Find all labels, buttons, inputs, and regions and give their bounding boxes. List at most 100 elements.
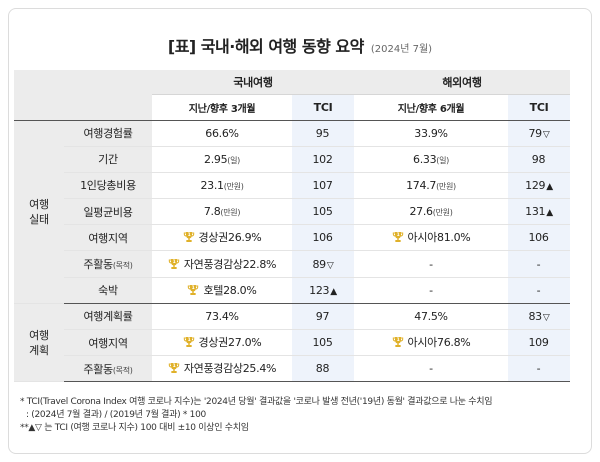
row-label: 여행지역 — [64, 224, 152, 252]
svg-text:1: 1 — [187, 337, 190, 343]
trophy-icon: 1 — [392, 231, 404, 243]
cell-domestic-value: 1 경상권27.0% — [152, 329, 292, 357]
header-row-1: 국내여행 해외여행 — [14, 70, 570, 121]
table-row: 주활동(목적) 1 자연풍경감상25.4% 88 - - — [14, 355, 570, 383]
row-label-text: 주활동 — [83, 258, 113, 272]
group-label-line: 계획 — [29, 343, 49, 357]
value-unit: (일) — [227, 155, 240, 165]
tci-value: 106 — [312, 231, 333, 245]
cell-domestic-value: 23.1(만원) — [152, 172, 292, 200]
cell-overseas-value: 6.33(일) — [354, 146, 508, 173]
cell-domestic-tci: 107 — [292, 172, 354, 200]
value-text: 아시아76.8% — [407, 336, 471, 350]
row-label-text: 기간 — [98, 153, 118, 167]
row-label-note: (목적) — [112, 365, 133, 375]
value-text: 174.7 — [406, 178, 437, 192]
group-label-line: 여행 — [29, 328, 49, 342]
footnote-formula: : (2024년 7월 결과) / (2019년 7월 결과) * 100 — [26, 410, 206, 420]
tci-value: 106 — [528, 231, 549, 245]
header-domestic-tci: TCI — [292, 94, 354, 121]
travel-summary-table: 국내여행 해외여행 지난/향후 3개월 TCI 지난/향후 6개월 TCI 여행… — [14, 70, 570, 383]
tci-value: 131 — [525, 205, 546, 219]
cell-overseas-tci: 98 — [508, 146, 570, 173]
row-label-text: 여행지역 — [88, 336, 128, 350]
tci-value: 107 — [312, 178, 333, 192]
cell-domestic-value: 2.95(일) — [152, 146, 292, 173]
tci-value: 88 — [315, 362, 330, 376]
cell-domestic-tci: 105 — [292, 198, 354, 226]
cell-overseas-value: 174.7(만원) — [354, 172, 508, 200]
group-travel-status: 여행 실태 — [14, 120, 64, 304]
header-domestic: 국내여행 — [152, 70, 354, 95]
cell-overseas-value: - — [354, 277, 508, 304]
row-label: 주활동(목적) — [64, 355, 152, 383]
header-corner — [14, 70, 152, 121]
cell-overseas-tci: 131▲ — [508, 198, 570, 226]
cell-domestic-value: 1 경상권26.9% — [152, 224, 292, 252]
trophy-icon: 1 — [183, 336, 195, 348]
value-text: 47.5% — [414, 309, 448, 323]
value-unit: (만원) — [436, 181, 456, 191]
table-row: 여행 계획 여행계획률 73.4% 97 47.5% 83▽ — [14, 303, 570, 383]
footnote-marks: **▲▽ 는 TCI (여행 코로나 지수) 100 대비 ±10 이상인 수치… — [20, 423, 249, 433]
tci-value: 129 — [525, 178, 546, 192]
header-domestic-period: 지난/향후 3개월 — [152, 94, 292, 121]
row-label-text: 숙박 — [98, 284, 118, 298]
table-row: 주활동(목적) 1 자연풍경감상22.8% 89▽ - - — [14, 250, 570, 278]
row-label-text: 여행경험률 — [83, 127, 133, 141]
svg-text:1: 1 — [172, 363, 175, 369]
row-label-text: 여행지역 — [88, 231, 128, 245]
cell-domestic-tci: 123▲ — [292, 277, 354, 304]
tci-value: - — [536, 257, 541, 271]
header-overseas-tci: TCI — [508, 94, 570, 121]
svg-text:1: 1 — [187, 232, 190, 238]
down-triangle-icon: ▽ — [326, 260, 334, 271]
tci-value: 123 — [309, 283, 330, 297]
svg-text:1: 1 — [396, 337, 399, 343]
header-overseas: 해외여행 — [354, 70, 570, 95]
table-row: 기간 2.95(일) 102 6.33(일) 98 — [14, 146, 570, 173]
table-row: 일평균비용 7.8(만원) 105 27.6(만원) 131▲ — [14, 198, 570, 226]
row-label: 여행경험률 — [64, 120, 152, 147]
header-row-2: 지난/향후 3개월 TCI 지난/향후 6개월 TCI — [14, 94, 570, 121]
value-text: 자연풍경감상25.4% — [183, 362, 277, 376]
value-text: 2.95 — [204, 152, 228, 166]
tci-value: 97 — [315, 309, 330, 323]
value-text: - — [429, 362, 433, 376]
row-label: 주활동(목적) — [64, 250, 152, 278]
cell-domestic-tci: 106 — [292, 224, 354, 252]
tci-value: 79 — [528, 126, 542, 140]
cell-overseas-value: - — [354, 355, 508, 383]
value-text: 66.6% — [205, 126, 239, 140]
cell-domestic-tci: 97 — [292, 303, 354, 331]
tci-value: - — [536, 283, 541, 297]
table-row: 숙박 1 호텔28.0% 123▲ - - — [14, 277, 570, 304]
trophy-icon: 1 — [168, 258, 180, 270]
row-label-text: 여행계획률 — [83, 310, 133, 324]
tci-value: 102 — [312, 152, 333, 166]
cell-domestic-tci: 105 — [292, 329, 354, 357]
table-row: 여행지역 1 경상권26.9% 106 1 아시아81.0% 106 — [14, 224, 570, 252]
cell-domestic-tci: 88 — [292, 355, 354, 383]
cell-overseas-value: 27.6(만원) — [354, 198, 508, 226]
up-triangle-icon: ▲ — [330, 286, 337, 297]
row-label: 일평균비용 — [64, 198, 152, 226]
group-label-line: 여행 — [29, 197, 49, 211]
value-text: 경상권26.9% — [198, 231, 262, 245]
cell-overseas-tci: 83▽ — [508, 303, 570, 331]
cell-overseas-tci: 129▲ — [508, 172, 570, 200]
value-text: 33.9% — [414, 126, 448, 140]
page-subtitle: (2024년 7월) — [370, 44, 433, 55]
row-label-note: (목적) — [112, 261, 133, 271]
cell-domestic-tci: 89▽ — [292, 250, 354, 278]
value-text: - — [429, 283, 433, 297]
value-text: 23.1 — [200, 178, 224, 192]
value-text: 아시아81.0% — [407, 231, 471, 245]
cell-domestic-value: 1 호텔28.0% — [152, 277, 292, 304]
row-label-text: 주활동 — [83, 362, 113, 376]
tci-value: 98 — [531, 152, 546, 166]
value-unit: (만원) — [432, 208, 453, 218]
value-text: 호텔28.0% — [203, 283, 257, 297]
row-label: 여행계획률 — [64, 303, 152, 331]
footnote-tci: * TCI(Travel Corona Index 여행 코로나 지수)는 '2… — [20, 397, 493, 407]
